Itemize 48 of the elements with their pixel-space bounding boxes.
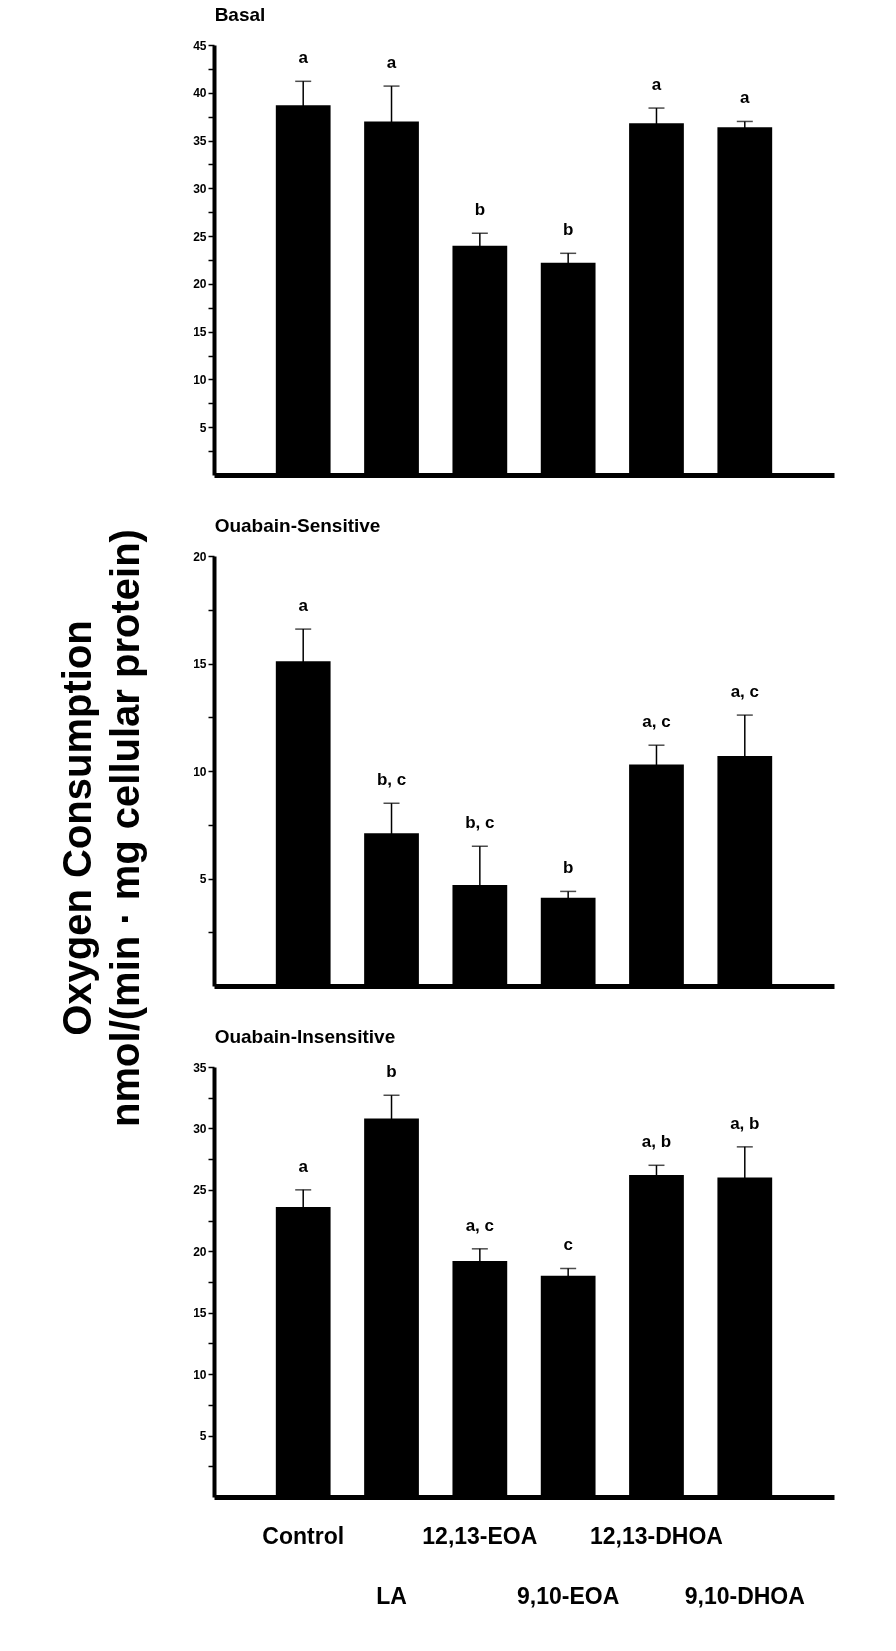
annotation: b, c — [376, 770, 407, 790]
annotation: c — [563, 1235, 573, 1255]
y-tick-label: 20 — [193, 277, 207, 292]
annotation: a — [298, 48, 309, 68]
annotation: b — [562, 858, 574, 878]
y-tick-label: 30 — [193, 1121, 207, 1136]
y-tick-label: 5 — [199, 1429, 207, 1444]
annotation: a, c — [730, 682, 759, 702]
y-tick-label: 10 — [193, 764, 207, 779]
y-tick-label: 15 — [193, 1306, 207, 1321]
annotation: b — [562, 220, 574, 240]
annotation: a — [651, 75, 662, 95]
x-tick-label: LA — [376, 1582, 407, 1609]
annotation: a — [740, 88, 751, 108]
y-tick-label: 15 — [193, 657, 207, 671]
y-axis-title: Oxygen Consumption nmol/(min · mg cellular protein) — [55, 529, 147, 1127]
y-tick-label: 40 — [193, 86, 207, 101]
y-tick-label: 25 — [193, 229, 207, 244]
y-tick-label: 35 — [193, 1060, 207, 1075]
annotation: a, b — [730, 1113, 760, 1133]
y-tick-label: 15 — [193, 325, 207, 340]
chart-title: Basal — [214, 4, 266, 25]
annotation: b, c — [465, 813, 495, 833]
annotation: a, c — [465, 1215, 495, 1235]
y-tick-label: 5 — [199, 420, 207, 435]
y-tick-label: 20 — [193, 549, 207, 564]
annotation: a — [298, 1156, 309, 1176]
annotation: b — [386, 1062, 397, 1082]
x-tick-label: 12,13-EOA — [422, 1522, 538, 1549]
annotation: a, c — [642, 712, 671, 732]
x-tick-label: 12,13-DHOA — [590, 1522, 723, 1549]
y-tick-label: 10 — [193, 1367, 207, 1382]
y-tick-label: 10 — [193, 372, 207, 387]
annotation: a — [386, 53, 397, 73]
x-tick-label: Control — [262, 1522, 345, 1549]
x-tick-label: 9,10-DHOA — [684, 1582, 805, 1609]
annotation: b — [474, 200, 486, 220]
annotation: a, b — [641, 1132, 672, 1152]
x-tick-label: 9,10-EOA — [517, 1582, 620, 1609]
chart-title: Ouabain-Insensitive — [214, 1026, 396, 1047]
chart-title: Ouabain-Sensitive — [214, 515, 381, 536]
y-tick-label: 45 — [193, 38, 207, 53]
y-tick-label: 5 — [199, 872, 207, 886]
y-tick-label: 35 — [193, 134, 207, 149]
y-tick-label: 25 — [193, 1183, 207, 1198]
annotation: a — [298, 596, 309, 616]
y-tick-label: 30 — [193, 181, 207, 196]
y-tick-label: 20 — [193, 1244, 207, 1259]
